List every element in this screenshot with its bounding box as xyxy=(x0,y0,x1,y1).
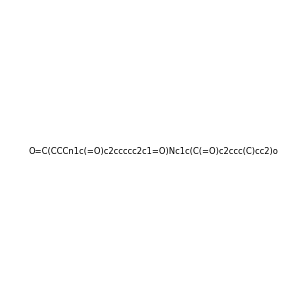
Text: O=C(CCCn1c(=O)c2ccccc2c1=O)Nc1c(C(=O)c2ccc(C)cc2)o: O=C(CCCn1c(=O)c2ccccc2c1=O)Nc1c(C(=O)c2c… xyxy=(29,147,279,156)
